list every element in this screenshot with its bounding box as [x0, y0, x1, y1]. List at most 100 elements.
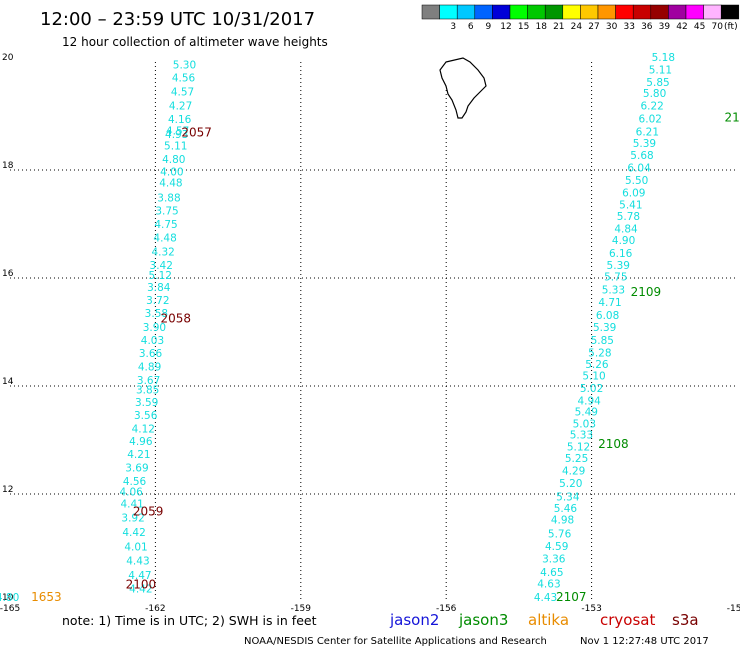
swh-value-label: 4.63	[537, 578, 560, 590]
swh-value-label: 5.12	[567, 441, 590, 453]
swh-value-label: 4.47	[128, 570, 151, 582]
swh-value-label: 4.90	[612, 235, 635, 247]
swh-value-label: 6.04	[627, 163, 651, 175]
track-cryosat: 4.804.424.474.434.014.423.924.414.064.56…	[0, 59, 196, 603]
legend-tick-label: 30	[606, 22, 618, 32]
legend-swatch	[439, 4, 458, 20]
pass-time-label: 2057	[181, 126, 212, 140]
lon-tick-label: -162	[145, 604, 165, 614]
pass-time-label: 2109	[631, 285, 662, 299]
swh-value-label: 4.43	[126, 556, 149, 568]
pass-time-label: 2108	[598, 437, 629, 451]
swh-value-label: 5.02	[580, 383, 603, 395]
legend-swatch	[650, 4, 669, 20]
lon-tick-label: -165	[0, 604, 20, 614]
swh-value-label: 5.26	[585, 359, 609, 371]
swh-color-legend: 3 6 9 12 15 18 21 24 27 30 33 36 39 42 45 70 (ft)	[421, 4, 740, 32]
swh-value-label: 4.01	[124, 542, 147, 554]
swh-value-label: 5.76	[548, 529, 572, 541]
swh-value-label: 4.43	[534, 592, 557, 604]
sat-key-s3a: s3a	[672, 611, 699, 629]
legend-tick-label: 24	[571, 22, 583, 32]
swh-value-label: 4.03	[141, 335, 164, 347]
pass-time-label: 2059	[133, 505, 164, 519]
swh-value-label: 4.57	[166, 125, 189, 137]
swh-value-label: 6.16	[609, 248, 633, 260]
swh-value-label: 4.41	[120, 499, 143, 511]
lon-tick-label: -156	[436, 604, 457, 614]
map-area: -165 -162 -159 -156 -153 -150 10 12 14 16 18 20 4.8…	[0, 52, 740, 614]
page-title: 12:00 – 23:59 UTC 10/31/2017	[40, 9, 315, 30]
swh-value-label: 5.80	[643, 88, 666, 100]
swh-value-label: 4.00	[160, 166, 183, 178]
lon-tick-label: -150	[727, 604, 740, 614]
swh-value-label: 5.75	[604, 272, 627, 284]
swh-value-label: 4.27	[169, 101, 192, 113]
swh-value-label: 5.41	[619, 199, 642, 211]
legend-swatch	[615, 4, 634, 20]
swh-value-label: 5.49	[575, 407, 598, 419]
swh-value-label: 4.80	[0, 592, 19, 604]
legend-swatch	[668, 4, 687, 20]
lon-tick-label: -159	[291, 604, 312, 614]
track-jason3: 4.43 4.634.653.364.595.76 4.985.465.345.20…	[534, 52, 675, 604]
legend-tick-label: 12	[500, 22, 511, 32]
swh-value-label: 5.68	[630, 150, 653, 162]
lat-tick-label: 18	[2, 161, 14, 171]
swh-value-label: 5.10	[582, 371, 605, 383]
legend-tick-label: 3	[450, 22, 456, 32]
swh-value-label: 4.21	[127, 449, 150, 461]
swh-value-label: 3.90	[143, 322, 166, 334]
pass-time-label: 2058	[160, 311, 191, 325]
swh-value-label: 4.75	[154, 219, 177, 231]
sat-key-cryosat: cryosat	[600, 611, 655, 629]
swh-value-label: 5.39	[633, 138, 656, 150]
swh-value-label: 4.16	[168, 114, 192, 126]
legend-tick-label: 21	[553, 22, 564, 32]
pass-time-label: 1653	[31, 590, 62, 604]
legend-swatch	[703, 4, 722, 20]
legend-unit-label: (ft)	[724, 22, 738, 32]
units-note: note: 1) Time is in UTC; 2) SWH is in fe…	[62, 613, 317, 628]
swh-value-label: 5.11	[649, 64, 672, 76]
lat-lon-grid	[10, 62, 737, 602]
sat-key-altika: altika	[528, 611, 569, 629]
legend-tick-label: 36	[641, 22, 653, 32]
swh-value-label: 4.57	[171, 86, 194, 98]
legend-swatch	[597, 4, 616, 20]
swh-value-label: 4.96	[129, 436, 153, 448]
pass-time-label: 2107	[556, 590, 587, 604]
swh-value-label: 3.56	[134, 410, 158, 422]
swh-value-label: 3.84	[147, 282, 171, 294]
swh-value-label: 4.42	[122, 527, 145, 539]
swh-value-label: 3.58	[145, 308, 168, 320]
swh-value-label: 3.85	[136, 385, 159, 397]
swh-value-label: 5.03	[573, 419, 596, 431]
swh-value-label: 3.36	[542, 554, 566, 566]
swh-value-label: 5.12	[149, 270, 172, 282]
swh-value-label: 5.25	[565, 453, 588, 465]
swh-value-label: 5.85	[591, 335, 614, 347]
lat-tick-label: 12	[2, 485, 13, 495]
swh-value-label: 3.72	[146, 295, 169, 307]
swh-value-label: 4.48	[153, 232, 176, 244]
legend-swatch	[421, 4, 440, 20]
legend-tick-label: 18	[535, 22, 547, 32]
swh-value-label: 4.06	[119, 487, 143, 499]
pass-time-labels: 2057 2058 2059 2100 1653 2107 2108 2109 21	[31, 110, 740, 604]
swh-value-label: 5.39	[607, 260, 630, 272]
map-frame	[10, 62, 737, 602]
swh-value-label: 4.94	[577, 395, 601, 407]
swh-value-label: 5.20	[559, 478, 582, 490]
swh-value-label: 4.59	[545, 541, 568, 553]
swh-value-label: 3.66	[139, 348, 163, 360]
legend-swatch	[509, 4, 528, 20]
lat-tick-label: 14	[2, 377, 14, 387]
swh-value-label: 5.46	[554, 503, 578, 515]
swh-value-label: 6.22	[640, 101, 663, 113]
lon-tick-label: -153	[581, 604, 601, 614]
legend-tick-label: 33	[623, 22, 634, 32]
swh-value-label: 4.56	[123, 476, 147, 488]
